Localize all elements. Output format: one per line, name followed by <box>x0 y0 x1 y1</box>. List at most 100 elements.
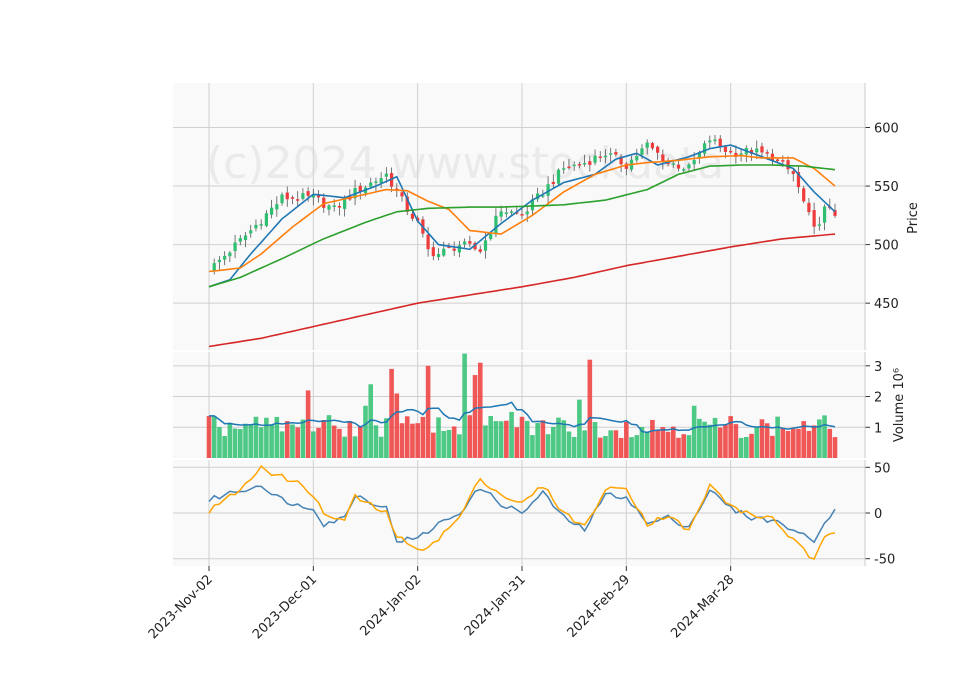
candle-body <box>327 205 331 210</box>
candle-body <box>525 211 529 215</box>
volume-bar <box>603 436 608 458</box>
volume-bar <box>258 427 264 458</box>
candle-body <box>264 213 269 226</box>
price-ytick-label-2: 550 <box>874 180 899 195</box>
candle-body <box>656 146 660 153</box>
volume-bar <box>483 425 488 458</box>
candle-body <box>442 248 446 256</box>
candle-body <box>275 204 279 210</box>
candle-body <box>682 169 686 171</box>
volume-bar <box>556 417 561 458</box>
volume-bar <box>770 435 775 458</box>
volume-bar <box>733 424 739 458</box>
candle-body <box>739 153 743 156</box>
volume-bar <box>326 415 332 458</box>
candle-body <box>290 197 295 199</box>
oscillator-line-1 <box>208 464 836 561</box>
candle-body <box>306 191 310 196</box>
volume-bar <box>665 431 671 458</box>
volume-bar <box>347 421 353 458</box>
candle-body <box>269 207 274 215</box>
candle-body <box>280 194 284 204</box>
candle-body <box>405 196 409 212</box>
price-ytick-label-1: 500 <box>874 239 899 254</box>
x-axis: 2023-Nov-02 2023-Dec-01 2024-Jan-02 2024-Ja… <box>146 566 737 642</box>
volume-bar <box>206 415 212 458</box>
volume-bar <box>477 362 483 458</box>
volume-bar <box>462 353 467 458</box>
candle-body <box>228 252 232 257</box>
candle-body <box>708 140 712 143</box>
candle-body <box>504 212 508 214</box>
candle-body <box>296 199 300 201</box>
candle-body <box>562 168 566 170</box>
volume-bar <box>712 417 718 458</box>
candle-body <box>436 253 441 258</box>
candle-body <box>796 172 801 188</box>
candle-body <box>223 255 227 260</box>
volume-bar <box>592 422 598 458</box>
candle-body <box>791 171 795 174</box>
candle-body <box>775 159 780 162</box>
candle-body <box>582 162 587 165</box>
candle-body <box>217 259 222 263</box>
volume-bar <box>749 433 754 458</box>
osc-ytick-label-0: -50 <box>874 553 895 568</box>
volume-bar <box>624 421 629 458</box>
volume-bar <box>707 424 713 458</box>
candle-body <box>650 142 655 149</box>
candle-body <box>530 199 535 211</box>
volume-bar <box>796 428 801 458</box>
candle-body <box>483 240 488 251</box>
candle-body <box>431 247 435 257</box>
candle-body <box>645 142 649 148</box>
volume-bar <box>394 393 400 458</box>
volume-bar <box>519 416 525 458</box>
volume-panel: 1 2 3 Volume 10⁶ <box>173 352 907 458</box>
volume-bar <box>780 428 786 458</box>
volume-bar <box>613 430 619 458</box>
volume-ytick-label-0: 1 <box>874 421 882 436</box>
candle-body <box>285 192 289 200</box>
volume-bar <box>253 416 259 458</box>
volume-bar <box>785 430 791 458</box>
candle-body <box>509 211 514 213</box>
candle-body <box>494 215 498 235</box>
candle-body <box>499 211 503 217</box>
volume-bar <box>551 426 556 458</box>
candle-body <box>702 143 707 154</box>
volume-bar <box>363 405 368 458</box>
volume-bar <box>451 426 457 458</box>
price-axis-title: Price <box>906 202 921 234</box>
volume-bar <box>436 417 441 458</box>
volume-bar <box>655 429 660 458</box>
candle-body <box>332 205 336 207</box>
candle-body <box>624 163 628 169</box>
volume-bar <box>368 384 374 458</box>
volume-bar <box>587 359 593 458</box>
osc-ytick-label-2: 50 <box>874 461 891 476</box>
osc-ytick-label-1: 0 <box>874 507 882 522</box>
candle-body <box>755 148 759 153</box>
candle-body <box>541 195 545 197</box>
candle-body <box>749 149 754 154</box>
candle-body <box>337 205 342 208</box>
volume-bar <box>342 436 347 458</box>
candle-body <box>640 148 644 155</box>
candle-body <box>254 224 258 229</box>
volume-bar <box>264 417 269 458</box>
volume-bar <box>378 436 384 458</box>
candle-body <box>760 146 764 153</box>
candle-body <box>729 150 733 153</box>
x-tick-label-5: 2024-Mar-28 <box>668 572 737 641</box>
volume-bar <box>504 420 509 458</box>
volume-bar <box>681 434 687 458</box>
candle-body <box>697 152 701 158</box>
volume-bar <box>566 431 572 458</box>
volume-bar <box>337 428 342 458</box>
volume-bar <box>300 419 306 458</box>
x-tick-label-4: 2024-Feb-29 <box>565 572 634 641</box>
volume-bar <box>629 437 634 458</box>
volume-bar <box>373 425 379 458</box>
